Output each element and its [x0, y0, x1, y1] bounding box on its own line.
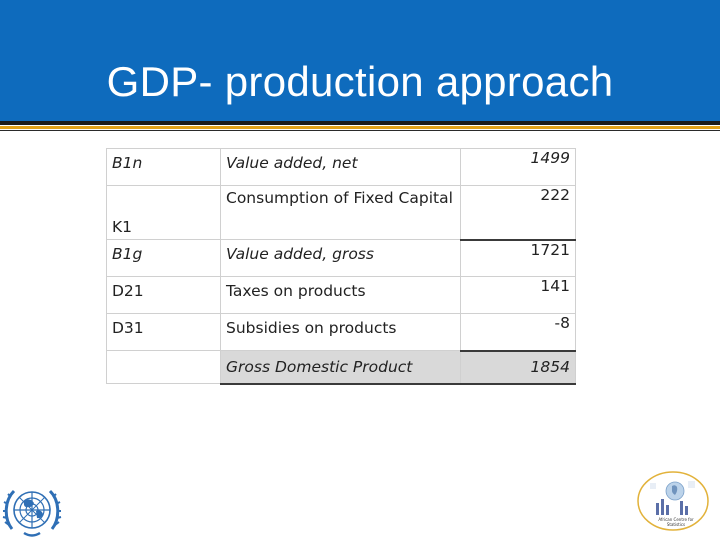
table-row: D21 Taxes on products 141	[106, 276, 576, 314]
account-description: Taxes on products	[220, 276, 461, 314]
title-accent-rule	[0, 126, 720, 129]
account-code	[106, 350, 221, 384]
statistics-logo-caption: African Centre for Statistics	[658, 517, 694, 527]
un-emblem-icon	[2, 489, 62, 537]
title-bar	[0, 0, 720, 121]
account-code: D21	[106, 276, 221, 314]
account-value: -8	[460, 313, 576, 352]
table-row: D31 Subsidies on products -8	[106, 313, 576, 352]
account-code: K1	[106, 185, 221, 240]
table-row: B1g Value added, gross 1721	[106, 239, 576, 277]
total-value: 1854	[460, 350, 576, 385]
table-row: K1 Consumption of Fixed Capital 222	[106, 185, 576, 241]
account-description: Consumption of Fixed Capital	[220, 185, 461, 240]
table-total-row: Gross Domestic Product 1854	[106, 350, 576, 385]
slide-title: GDP- production approach	[106, 58, 614, 105]
account-value: 1499	[460, 148, 576, 186]
african-centre-for-statistics-logo	[637, 471, 709, 531]
account-code: B1g	[106, 239, 221, 277]
account-value: 222	[460, 185, 576, 241]
title-divider	[0, 121, 720, 125]
title-underline	[0, 130, 720, 131]
table-row: B1n Value added, net 1499	[106, 148, 576, 186]
account-value: 1721	[460, 239, 576, 277]
total-description: Gross Domestic Product	[220, 350, 461, 385]
account-code: B1n	[106, 148, 221, 186]
account-description: Value added, gross	[220, 239, 461, 277]
account-description: Value added, net	[220, 148, 461, 186]
account-value: 141	[460, 276, 576, 314]
account-code: D31	[106, 313, 221, 351]
account-description: Subsidies on products	[220, 313, 461, 351]
gdp-production-table: B1n Value added, net 1499 K1 Consumption…	[106, 148, 576, 385]
